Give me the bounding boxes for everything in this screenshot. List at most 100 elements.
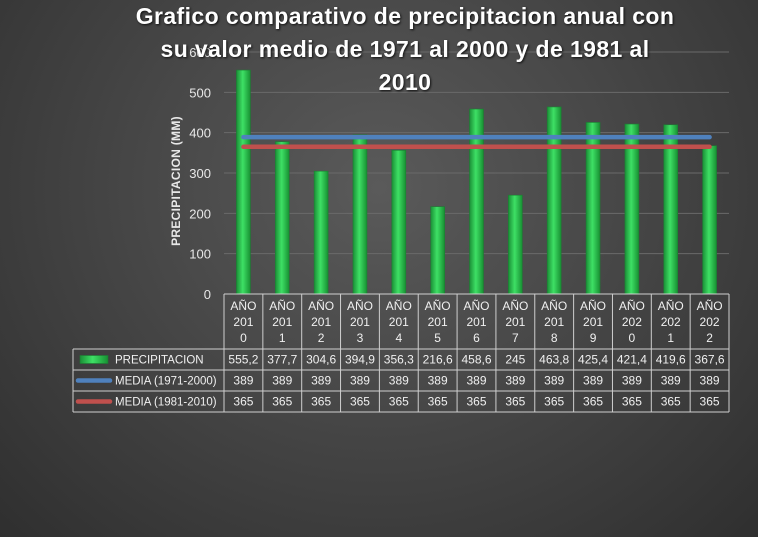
data-label: 304,6: [306, 353, 336, 367]
x-tick-label: 1: [279, 331, 286, 345]
x-tick-label: 201: [466, 315, 486, 329]
x-tick-label: 201: [389, 315, 409, 329]
data-label: 458,6: [461, 353, 491, 367]
x-tick-label: 201: [311, 315, 331, 329]
legend-key: [79, 355, 109, 364]
bar: [313, 170, 329, 295]
x-tick-label: AÑO: [580, 299, 606, 313]
data-label: 365: [311, 395, 331, 409]
data-label: 365: [583, 395, 603, 409]
data-label: 365: [233, 395, 253, 409]
y-tick-label: 300: [189, 166, 211, 181]
bars: [236, 69, 717, 295]
y-tick-label: 500: [189, 85, 211, 100]
data-label: 245: [505, 353, 525, 367]
x-tick-label: 201: [544, 315, 564, 329]
x-tick-label: 7: [512, 331, 519, 345]
x-tick-label: AÑO: [463, 299, 489, 313]
data-label: 389: [311, 374, 331, 388]
x-tick-label: 3: [357, 331, 364, 345]
data-label: 389: [544, 374, 564, 388]
x-tick-label: 201: [583, 315, 603, 329]
data-label: 389: [428, 374, 448, 388]
data-table: AÑO2010AÑO2011AÑO2012AÑO2013AÑO2014AÑO20…: [72, 293, 730, 413]
x-tick-label: AÑO: [697, 299, 723, 313]
data-label: 389: [389, 374, 409, 388]
bar: [508, 194, 523, 295]
data-label: 419,6: [656, 353, 686, 367]
data-label: 365: [700, 395, 720, 409]
data-label: 555,2: [228, 353, 258, 367]
data-label: 425,4: [578, 353, 608, 367]
data-label: 389: [272, 374, 292, 388]
bar: [236, 69, 251, 295]
x-tick-label: 0: [629, 331, 636, 345]
bar: [430, 206, 445, 295]
x-tick-label: 1: [667, 331, 674, 345]
x-tick-label: AÑO: [347, 299, 373, 313]
y-tick-label: 0: [204, 287, 211, 302]
x-tick-label: AÑO: [658, 299, 684, 313]
data-label: 216,6: [423, 353, 453, 367]
data-label: 365: [622, 395, 642, 409]
data-label: 463,8: [539, 353, 569, 367]
bar: [391, 149, 407, 295]
data-label: 365: [389, 395, 409, 409]
x-tick-label: AÑO: [386, 299, 412, 313]
data-label: 389: [505, 374, 525, 388]
bar: [352, 134, 368, 295]
bar: [702, 145, 717, 295]
data-label: 389: [350, 374, 370, 388]
data-label: 365: [272, 395, 292, 409]
legend-label: PRECIPITACION: [115, 355, 204, 367]
bar: [663, 124, 679, 295]
x-tick-label: AÑO: [230, 299, 256, 313]
x-tick-label: 201: [428, 315, 448, 329]
x-tick-label: 201: [272, 315, 292, 329]
y-axis-label: PRECIPITACION (MM): [169, 116, 183, 246]
x-tick-label: 201: [233, 315, 253, 329]
x-tick-label: 4: [395, 331, 402, 345]
x-tick-label: 2: [318, 331, 325, 345]
x-tick-label: AÑO: [502, 299, 528, 313]
data-label: 421,4: [617, 353, 647, 367]
data-label: 389: [466, 374, 486, 388]
x-tick-label: 8: [551, 331, 558, 345]
x-tick-label: 202: [622, 315, 642, 329]
x-tick-label: AÑO: [619, 299, 645, 313]
x-tick-label: AÑO: [541, 299, 567, 313]
x-tick-label: 2: [706, 331, 713, 345]
data-label: 389: [583, 374, 603, 388]
data-label: 389: [700, 374, 720, 388]
x-tick-label: AÑO: [269, 299, 295, 313]
x-tick-label: 202: [661, 315, 681, 329]
y-axis: 0 100 200 300 400 500 600: [189, 45, 211, 302]
data-label: 365: [466, 395, 486, 409]
y-tick-label: 400: [189, 126, 211, 141]
data-label: 389: [622, 374, 642, 388]
y-tick-label: 100: [189, 247, 211, 262]
x-tick-label: 0: [240, 331, 247, 345]
mean-lines: [241, 134, 712, 150]
data-label: 389: [661, 374, 681, 388]
y-tick-label: 200: [189, 206, 211, 221]
data-label: 394,9: [345, 353, 375, 367]
x-tick-label: AÑO: [425, 299, 451, 313]
x-tick-label: 201: [505, 315, 525, 329]
data-label: 365: [661, 395, 681, 409]
x-tick-label: 6: [473, 331, 480, 345]
data-label: 365: [505, 395, 525, 409]
legend-label: MEDIA (1971-2000): [115, 376, 217, 388]
bar: [274, 141, 290, 295]
x-tick-label: 5: [434, 331, 441, 345]
x-tick-label: AÑO: [308, 299, 334, 313]
data-label: 365: [544, 395, 564, 409]
y-tick-label: 600: [189, 45, 211, 60]
data-label: 389: [233, 374, 253, 388]
x-tick-label: 201: [350, 315, 370, 329]
data-label: 356,3: [384, 353, 414, 367]
x-tick-label: 202: [700, 315, 720, 329]
data-label: 367,6: [695, 353, 725, 367]
data-label: 377,7: [267, 353, 297, 367]
